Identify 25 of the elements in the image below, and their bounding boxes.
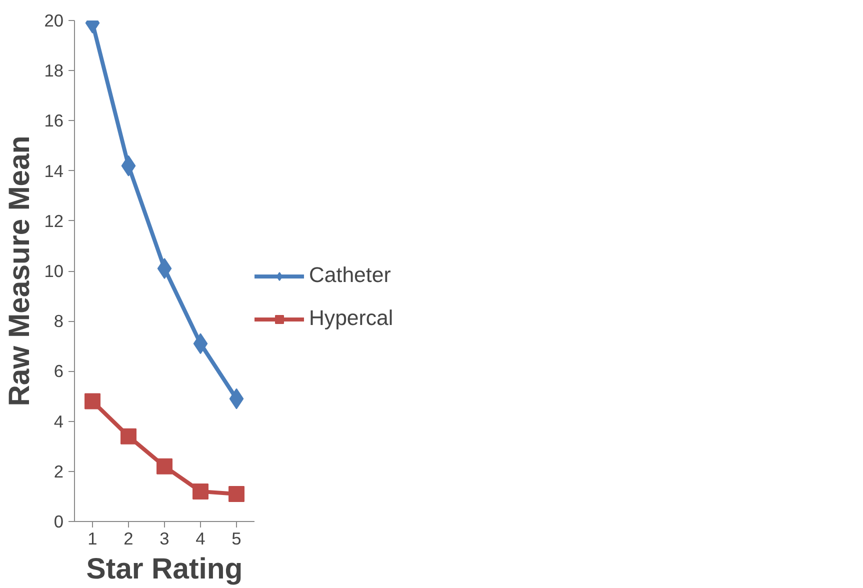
x-axis-title: Star Rating <box>86 552 243 586</box>
y-tick-label: 14 <box>44 160 64 181</box>
y-tick-label: 2 <box>54 461 64 482</box>
point <box>156 458 172 474</box>
x-tick-label: 4 <box>196 528 206 548</box>
y-tick-label: 10 <box>44 261 64 281</box>
y-tick-label: 8 <box>54 311 64 332</box>
x-tick-label: 1 <box>88 528 98 548</box>
point <box>84 393 100 410</box>
y-tick-label: 18 <box>44 60 64 81</box>
y-tick-label: 16 <box>44 110 64 131</box>
x-tick-label: 2 <box>124 528 134 548</box>
point <box>228 486 244 502</box>
y-axis-title: Raw Measure Mean <box>3 136 36 406</box>
x-tick-label: 3 <box>160 528 170 548</box>
legend-label: Hypercal <box>309 306 394 331</box>
point <box>192 483 208 500</box>
y-tick-label: 12 <box>44 210 64 231</box>
y-tick-label: 4 <box>54 411 64 432</box>
point <box>120 428 136 444</box>
y-tick-label: 0 <box>54 512 64 532</box>
y-tick-label: 20 <box>44 10 64 30</box>
x-tick-label: 5 <box>232 528 242 548</box>
y-tick-label: 6 <box>54 361 64 382</box>
legend-label: Catheter <box>309 263 391 288</box>
